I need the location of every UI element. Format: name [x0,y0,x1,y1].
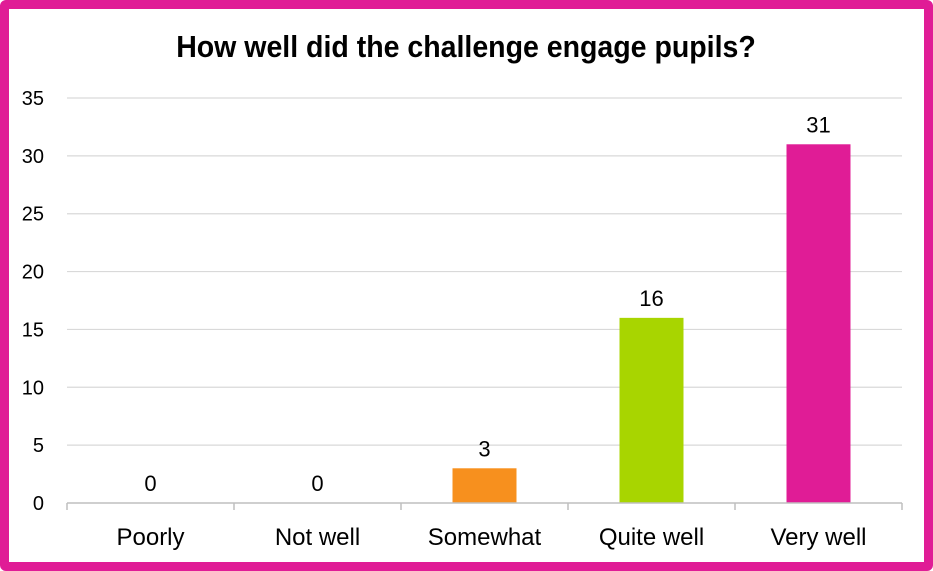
bar-value-label: 16 [639,286,663,311]
x-category-label: Very well [770,524,866,551]
x-category-label: Poorly [116,524,184,551]
y-tick-label: 5 [33,435,44,457]
x-category-label: Quite well [599,524,704,551]
y-tick-label: 30 [22,146,44,168]
x-axis-categories: Poorly Not well Somewhat Quite well Very wel… [116,524,866,551]
y-tick-label: 0 [33,493,44,515]
bar [786,144,851,504]
x-category-label: Not well [275,524,360,551]
bar-value-label: 31 [806,112,830,137]
bar [452,468,517,503]
bar-value-label: 0 [144,471,156,496]
bar-value-label: 3 [478,436,490,461]
bar [619,317,684,503]
x-category-label: Somewhat [428,524,542,551]
y-tick-label: 15 [22,319,44,341]
x-axis [66,502,903,510]
y-tick-label: 20 [22,262,44,284]
bar-value-label: 0 [311,471,323,496]
y-axis-ticks: 0 5 10 15 20 25 30 35 [22,88,44,515]
y-tick-label: 35 [22,88,44,110]
y-tick-label: 25 [22,204,44,226]
chart-title: How well did the challenge engage pupils… [176,30,756,64]
bars [452,144,851,504]
gridlines [67,97,902,446]
y-tick-label: 10 [22,377,44,399]
data-labels: 0 0 3 16 31 [144,112,830,496]
